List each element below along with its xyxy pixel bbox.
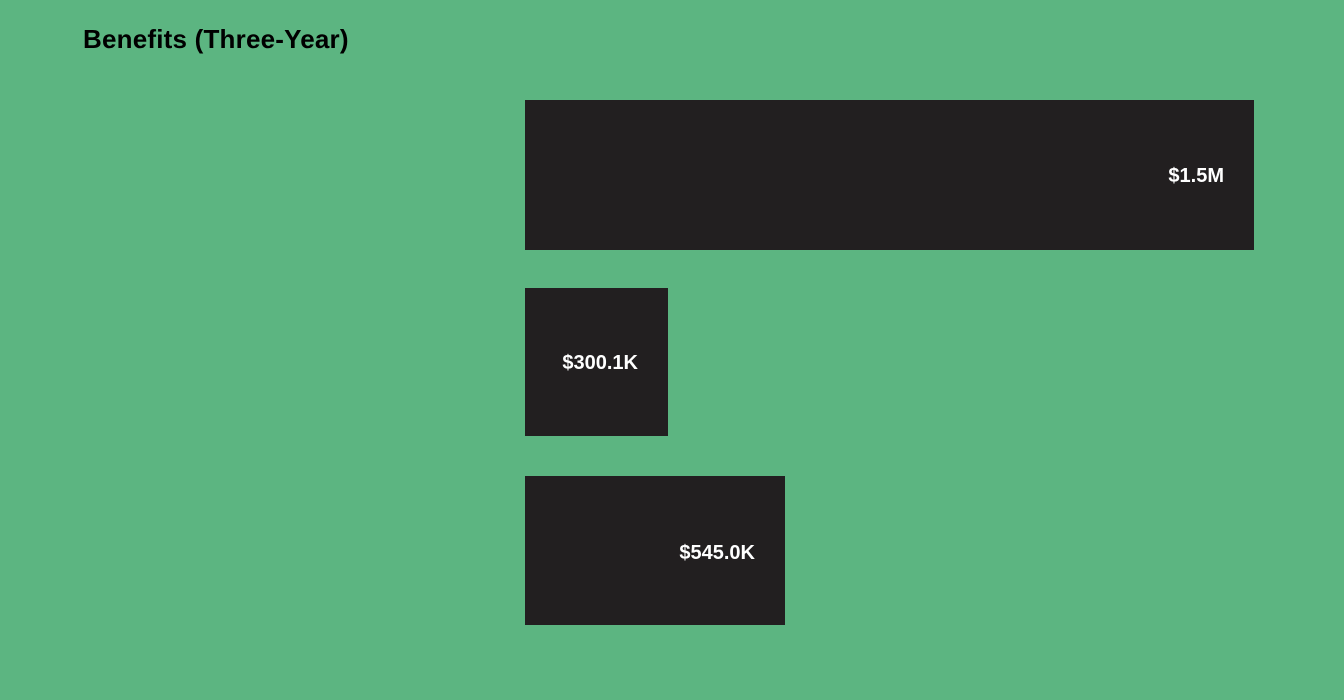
bar-segment[interactable]: $1.5M <box>525 100 1254 250</box>
bar-segment[interactable]: $300.1K <box>525 288 668 436</box>
bar-value-label: $1.5M <box>1168 165 1224 187</box>
bar-value-label: $300.1K <box>562 352 638 374</box>
chart-title: Benefits (Three-Year) <box>83 24 349 54</box>
bar-segment[interactable]: $545.0K <box>525 476 785 625</box>
bar-value-label: $545.0K <box>679 542 755 564</box>
